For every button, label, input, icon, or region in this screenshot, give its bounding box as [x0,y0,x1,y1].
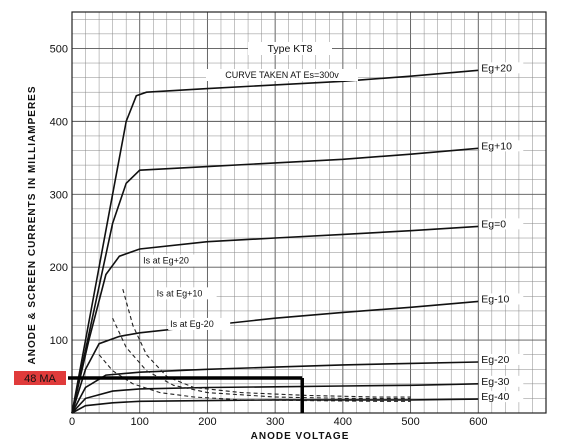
x-tick-label: 600 [469,416,487,428]
series-label: Eg-30 [481,376,509,388]
series-label: Eg+10 [481,140,512,152]
series-label: Eg-10 [481,293,509,305]
marker-tag [14,371,66,386]
xlabel-backdrop [232,429,368,442]
screen-curve [98,354,411,402]
annotation-backdrop [141,254,204,267]
series-label: Eg=0 [481,218,506,230]
plot-border [71,11,547,414]
screen-curve [122,288,411,398]
series-label-backdrop [479,375,524,387]
marker-label: 48 MA [24,373,56,385]
annotation-backdrop [168,317,231,330]
x-tick-label: 0 [69,416,75,428]
anode-curve [71,398,479,414]
screen-curve [112,317,411,399]
y-tick-label: 100 [50,335,68,347]
series-label: Eg+20 [481,62,512,74]
series-label-backdrop [479,140,524,152]
x-tick-label: 100 [131,416,149,428]
y-tick-label: 500 [50,43,68,55]
x-tick-label: 400 [334,416,352,428]
series-label-backdrop [479,391,524,403]
y-axis-title: ANODE & SCREEN CURRENTS IN MILLIAMPERES [27,85,38,364]
y-tick-label: 400 [50,116,68,128]
x-axis-title: ANODE VOLTAGE [251,431,350,442]
x-tick-label: 200 [198,416,216,428]
tick-labels: 0 100 200 300 400 500 600 100 200 300 400 500 [50,43,488,428]
subtitle-backdrop [206,69,358,81]
series-label-backdrop [479,62,524,74]
x-tick-label: 300 [266,416,284,428]
anode-curve [71,147,479,414]
screen-curve-annotation: Is at Eg-20 [170,319,214,329]
screen-curves [98,288,411,402]
y-tick-label: 200 [50,262,68,274]
series-label: Eg-20 [481,354,509,366]
screen-curve-annotation: Is at Eg+20 [143,256,189,266]
current-marker: 48 MA [14,371,304,413]
screen-curve-annotation: Is at Eg+10 [157,288,203,298]
plot-frame [71,11,547,414]
title-backdrop [248,42,332,55]
series-label: Eg-40 [481,391,509,403]
series-label-backdrop [479,218,524,230]
series-label-backdrop [479,293,524,305]
series-label-backdrop [479,353,524,365]
chart-title: Type KT8 [268,43,313,55]
anode-curve [71,69,479,414]
annotation-backdrop [154,287,217,300]
series-labels: Eg+20 Eg+10 Eg=0 Eg-10 Eg-20 Eg-30 Eg-40 Is at … [141,62,524,403]
anode-curve [71,225,479,414]
anode-curve [71,361,479,414]
anode-curve [71,383,479,414]
x-tick-label: 500 [401,416,419,428]
chart-subtitle: CURVE TAKEN AT Es=300v [225,70,339,80]
y-tick-label: 300 [50,189,68,201]
